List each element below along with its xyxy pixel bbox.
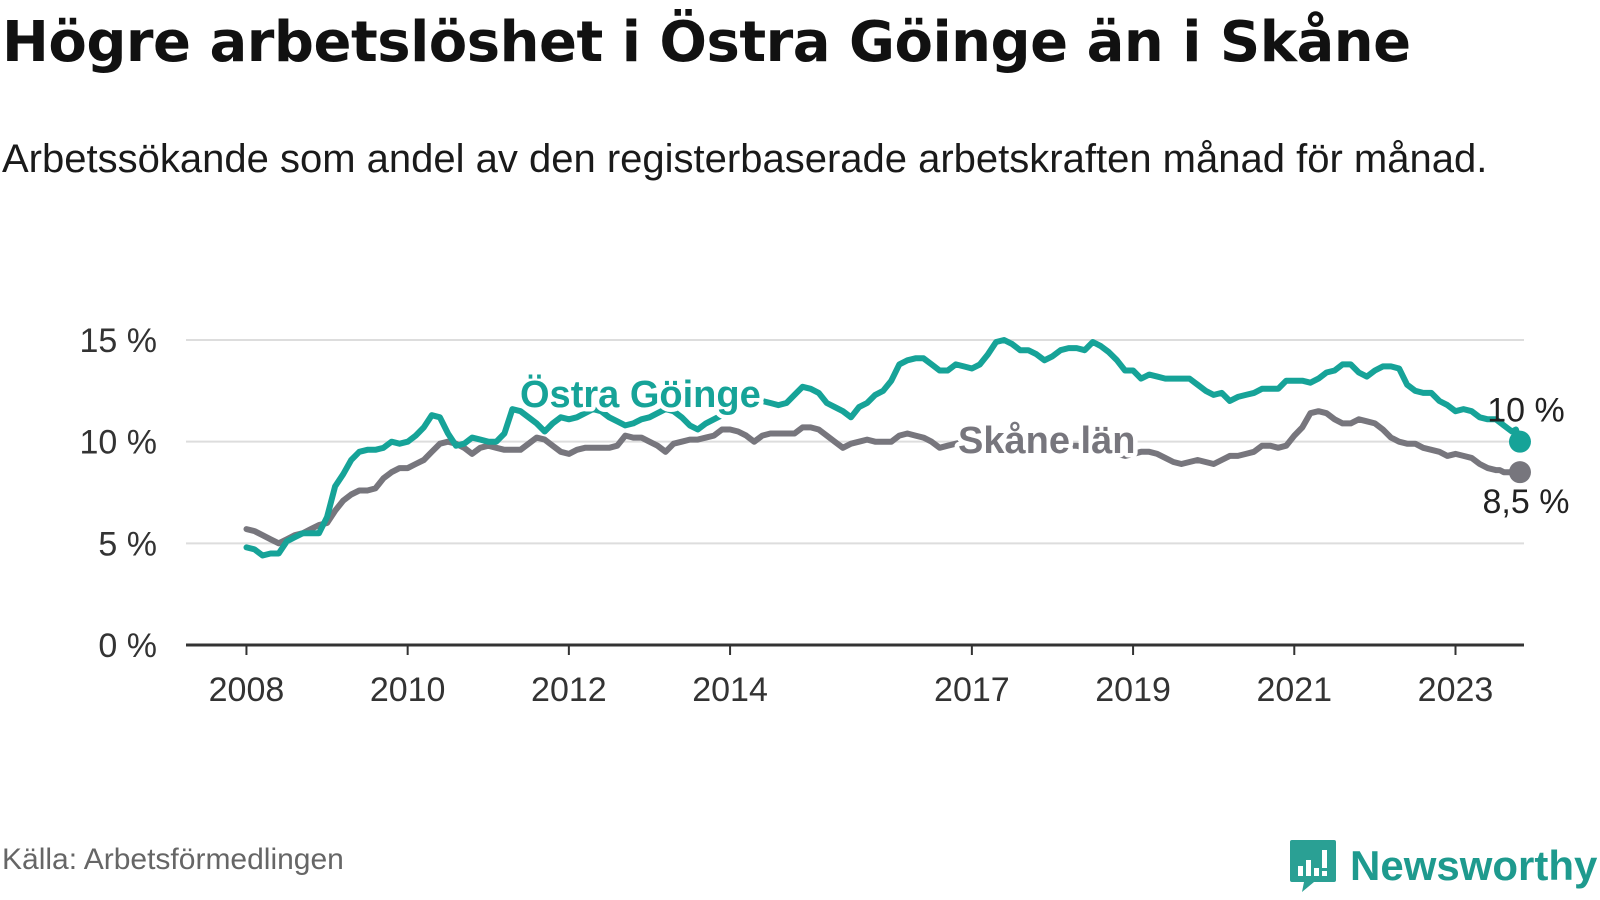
brand-logo: Newsworthy bbox=[1288, 836, 1597, 896]
y-tick-label-5: 5 % bbox=[98, 525, 157, 563]
brand-name: Newsworthy bbox=[1350, 842, 1598, 889]
newsworthy-icon bbox=[1290, 840, 1336, 892]
end-marker-ostra-goinge bbox=[1508, 430, 1531, 453]
x-tick-label-2008: 2008 bbox=[209, 671, 285, 709]
series-line-ostra-goinge bbox=[243, 337, 1523, 559]
end-value-label-skane-lan: 8,5 % bbox=[1482, 483, 1569, 521]
chart-subtitle: Arbetssökande som andel av den registerb… bbox=[2, 137, 1488, 181]
end-value-label-ostra-goinge: 10 % bbox=[1487, 392, 1565, 430]
series-labels: 10 % 8,5 % Östra Göinge Skåne län bbox=[516, 369, 1570, 522]
y-tick-label-15: 15 % bbox=[80, 322, 158, 360]
y-tick-label-0: 0 % bbox=[98, 627, 157, 665]
chart-title: Högre arbetslöshet i Östra Göinge än i S… bbox=[2, 10, 1411, 75]
source-note: Källa: Arbetsförmedlingen bbox=[2, 843, 344, 876]
x-tick-label-2019: 2019 bbox=[1095, 671, 1171, 709]
x-tick-label-2012: 2012 bbox=[531, 671, 607, 709]
series-name-label-skane-lan: Skåne län bbox=[958, 420, 1135, 462]
x-tick-label-2023: 2023 bbox=[1418, 671, 1494, 709]
end-marker-skane-lan bbox=[1508, 461, 1531, 484]
series-name-label-ostra-goinge: Östra Göinge bbox=[520, 373, 761, 416]
x-tick-label-2014: 2014 bbox=[692, 671, 768, 709]
x-tick-label-2017: 2017 bbox=[934, 671, 1010, 709]
axes: 0 % 5 % 10 % 15 % 2008 2010 2012 2014 2017 2019 20… bbox=[80, 322, 1524, 709]
y-tick-label-10: 10 % bbox=[80, 424, 158, 462]
series-lines bbox=[243, 337, 1531, 559]
x-tick-label-2021: 2021 bbox=[1256, 671, 1332, 709]
series-line-skane-lan bbox=[243, 408, 1523, 547]
x-tick-label-2010: 2010 bbox=[370, 671, 446, 709]
